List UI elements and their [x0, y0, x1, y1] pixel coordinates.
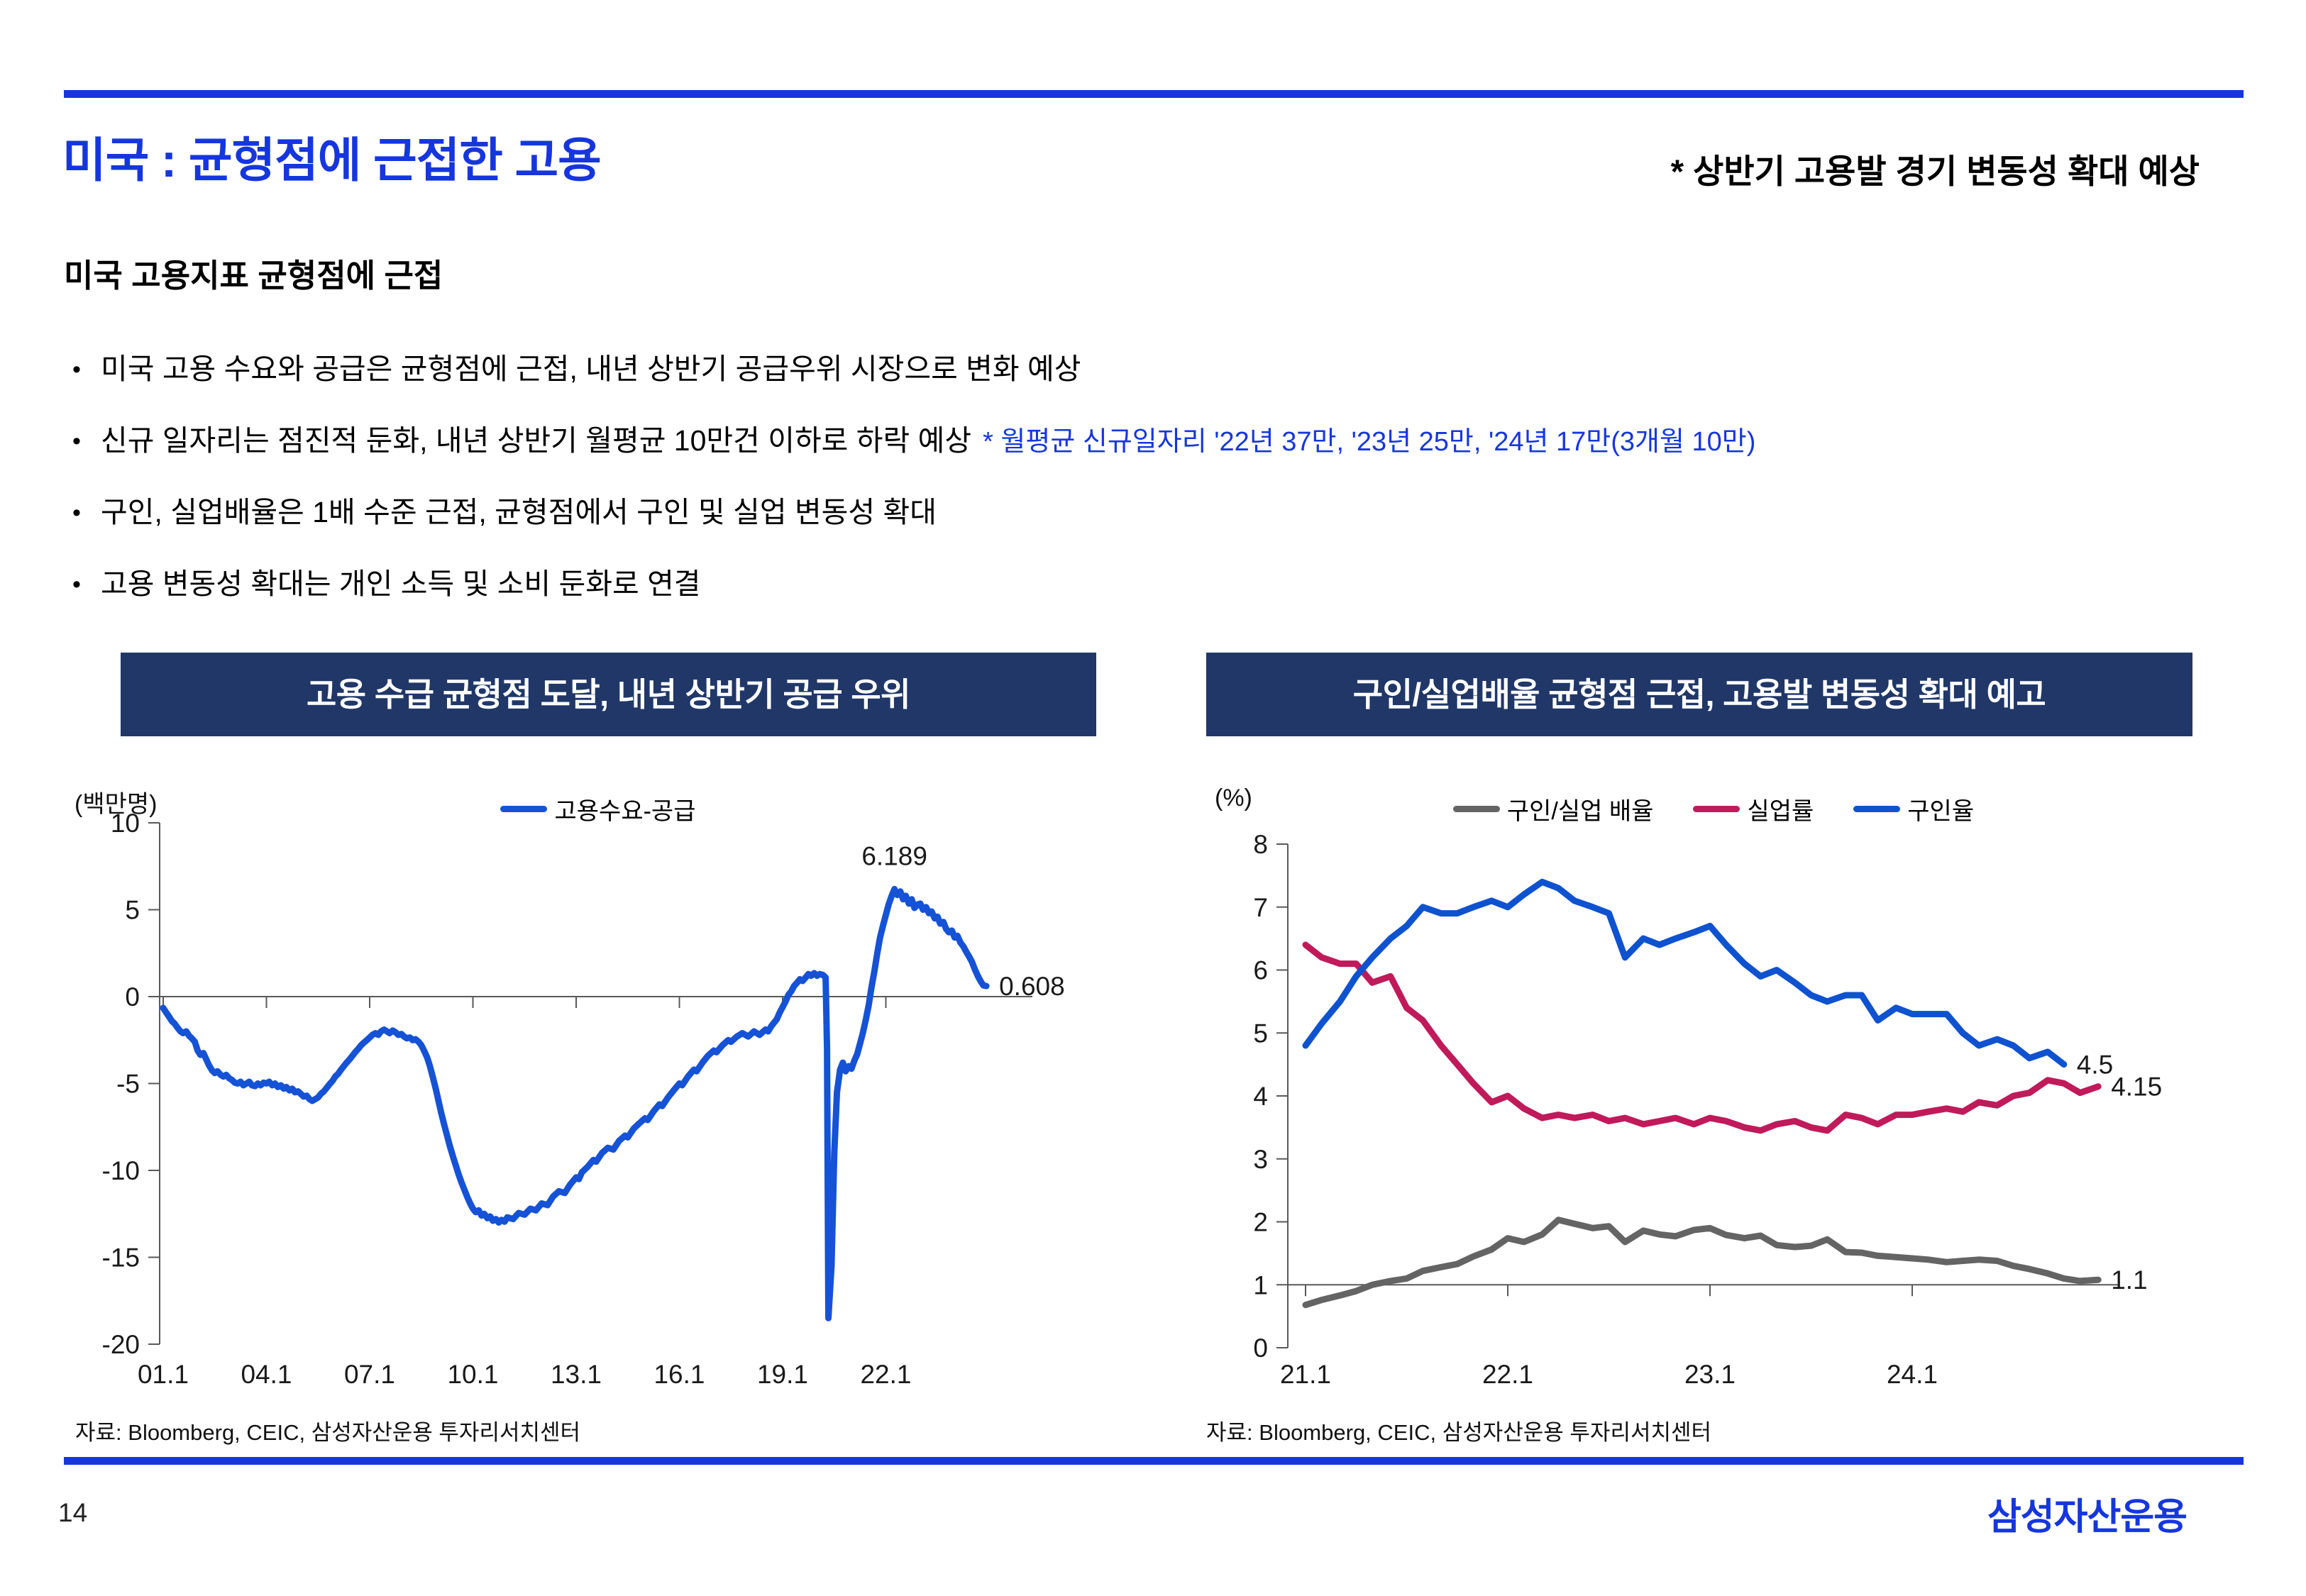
y-tick-label: -15 — [102, 1243, 140, 1273]
bullet-text: 구인, 실업배율은 1배 수준 근접, 균형점에서 구인 및 실업 변동성 확대 — [101, 496, 937, 528]
series-line — [1302, 1217, 2102, 1309]
axis-unit-label: (백만명) — [75, 791, 158, 818]
legend-line-swatch — [500, 806, 548, 812]
legend-item: 실업률 — [1693, 792, 1814, 826]
data-label: 4.15 — [2111, 1073, 2162, 1102]
top-divider — [64, 90, 2244, 98]
y-tick-label: 5 — [125, 896, 140, 925]
page-number: 14 — [58, 1498, 88, 1527]
bullet-item: • 구인, 실업배율은 1배 수준 근접, 균형점에서 구인 및 실업 변동성 확… — [72, 488, 1755, 560]
section-heading: 미국 고용지표 균형점에 근접 — [64, 257, 443, 294]
chart-header: 구인/실업배율 균형점 근접, 고용발 변동성 확대 예고 — [1206, 653, 2192, 736]
x-tick-label: 23.1 — [1684, 1360, 1736, 1389]
bullet-item: • 고용 변동성 확대는 개인 소득 및 소비 둔화로 연결 — [72, 560, 1755, 631]
company-logo: 삼성자산운용 — [1987, 1497, 2188, 1538]
x-tick-label: 24.1 — [1887, 1360, 1938, 1389]
bullet-item: • 신규 일자리는 점진적 둔화, 내년 상반기 월평균 10만건 이하로 하락 … — [72, 416, 1755, 488]
legend-label: 고용수요-공급 — [554, 798, 696, 825]
y-tick-label: 7 — [1253, 893, 1268, 922]
legend-label: 구인/실업 배율 — [1506, 798, 1654, 825]
x-tick-label: 22.1 — [1482, 1360, 1533, 1389]
y-tick-label: 6 — [1253, 956, 1268, 985]
bullet-text: 미국 고용 수요와 공급은 균형점에 근접, 내년 상반기 공급우위 시장으로 … — [101, 353, 1081, 385]
y-tick-label: 4 — [1253, 1082, 1268, 1111]
legend-line-swatch — [1452, 806, 1500, 812]
source-note: 자료: Bloomberg, CEIC, 삼성자산운용 투자리서치센터 — [75, 1420, 581, 1445]
series-line — [1302, 941, 2102, 1134]
bullet-icon: • — [72, 356, 81, 383]
y-tick-label: -5 — [116, 1070, 140, 1099]
series-line — [160, 885, 990, 1321]
title-note: * 상반기 고용발 경기 변동성 확대 예상 — [1670, 153, 2200, 190]
chart-header: 고용 수급 균형점 도달, 내년 상반기 공급 우위 — [121, 653, 1096, 736]
chart-legend: 구인/실업 배율 실업률 구인율 — [1306, 792, 2122, 826]
legend-item: 구인율 — [1853, 792, 1974, 826]
x-tick-label: 01.1 — [138, 1360, 189, 1389]
legend-item: 구인/실업 배율 — [1452, 792, 1654, 826]
chart-legend: 고용수요-공급 — [162, 792, 1035, 826]
legend-line-swatch — [1853, 806, 1901, 812]
x-tick-label: 07.1 — [344, 1360, 395, 1389]
bullet-icon: • — [72, 571, 81, 598]
bullet-list: • 미국 고용 수요와 공급은 균형점에 근접, 내년 상반기 공급우위 시장으로… — [72, 345, 1755, 631]
x-tick-label: 13.1 — [551, 1360, 602, 1389]
y-tick-label: 1 — [1253, 1270, 1268, 1299]
x-tick-label: 21.1 — [1280, 1360, 1331, 1389]
bullet-text: 신규 일자리는 점진적 둔화, 내년 상반기 월평균 10만건 이하로 하락 예… — [101, 424, 972, 457]
bullet-icon: • — [72, 428, 81, 455]
bullet-icon: • — [72, 499, 81, 526]
x-tick-label: 16.1 — [653, 1360, 705, 1389]
data-label: 0.608 — [999, 972, 1065, 1001]
footer-divider — [64, 1457, 2244, 1465]
y-tick-label: -10 — [102, 1156, 140, 1185]
data-label: 6.189 — [861, 841, 927, 870]
bullet-note: * 월평균 신규일자리 '22년 37만, '23년 25만, '24년 17만… — [983, 427, 1756, 457]
y-tick-label: 5 — [1253, 1019, 1268, 1048]
y-tick-label: -20 — [102, 1330, 140, 1359]
x-tick-label: 10.1 — [447, 1360, 498, 1389]
legend-item: 고용수요-공급 — [500, 792, 696, 826]
x-tick-label: 04.1 — [241, 1360, 292, 1389]
data-label: 1.1 — [2111, 1265, 2147, 1295]
x-tick-label: 19.1 — [757, 1360, 808, 1389]
legend-label: 실업률 — [1747, 798, 1814, 825]
y-tick-label: 0 — [1253, 1334, 1268, 1363]
y-tick-label: 0 — [125, 982, 140, 1012]
data-label: 4.5 — [2077, 1051, 2113, 1080]
series-line — [1302, 878, 2068, 1068]
bullet-text: 고용 변동성 확대는 개인 소득 및 소비 둔화로 연결 — [101, 567, 701, 600]
axis-unit-label: (%) — [1215, 785, 1252, 811]
x-tick-label: 22.1 — [860, 1360, 911, 1389]
page-title: 미국 : 균형점에 근접한 고용 — [62, 134, 602, 187]
y-tick-label: 3 — [1253, 1145, 1268, 1174]
bullet-item: • 미국 고용 수요와 공급은 균형점에 근접, 내년 상반기 공급우위 시장으로… — [72, 345, 1755, 416]
legend-line-swatch — [1693, 806, 1740, 812]
source-note: 자료: Bloomberg, CEIC, 삼성자산운용 투자리서치센터 — [1206, 1420, 1712, 1445]
legend-label: 구인율 — [1907, 798, 1975, 825]
y-tick-label: 8 — [1253, 830, 1268, 859]
y-tick-label: 2 — [1253, 1208, 1268, 1237]
